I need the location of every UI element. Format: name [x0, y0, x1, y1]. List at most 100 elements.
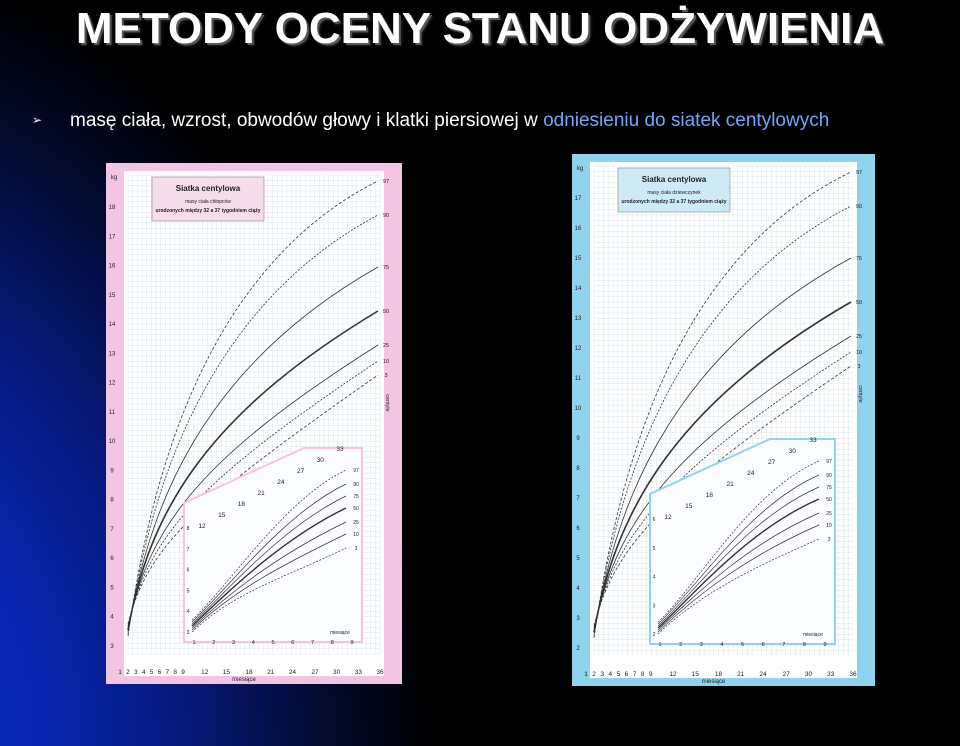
slide-title: METODY OCENY STANU ODŻYWIENIA — [75, 4, 885, 53]
y-tick-label: 4 — [576, 586, 580, 592]
centile-label: 50 — [856, 300, 862, 306]
y-tick-label: 13 — [109, 351, 116, 357]
x-tick-label: 18 — [715, 671, 723, 678]
x-tick-label: 9 — [649, 671, 653, 678]
inset-centile-curve — [191, 521, 347, 629]
x-tick-label: 30 — [805, 671, 813, 678]
inset-centile-label: 3 — [828, 537, 831, 543]
inset-frame — [649, 438, 836, 645]
inset-top-tick: 24 — [747, 470, 755, 477]
x-tick-label: 24 — [759, 671, 767, 678]
inset-y-tick: 4 — [653, 575, 656, 581]
inset-top-tick: 33 — [336, 446, 344, 453]
y-tick-label: 6 — [110, 556, 114, 562]
inset-top-tick: 15 — [218, 512, 226, 519]
inset-x-tick: 4 — [720, 642, 723, 648]
inset-centile-curve — [191, 483, 347, 623]
y-tick-label: 2 — [576, 646, 580, 652]
x-tick-label: 1 — [584, 671, 588, 678]
x-tick-label: 21 — [737, 671, 745, 678]
centile-label: 3 — [384, 373, 387, 379]
inset-centile-curve — [657, 460, 820, 623]
centile-label: 10 — [856, 350, 862, 356]
boys-centile-chart: 3 4 5 6 7 8 9 10 11 12 13 14 15 16 17 18 kg 1 2 3 4 5 6 7 8 9 12 15… — [106, 163, 402, 684]
inset-x-tick: 3 — [700, 642, 703, 648]
inset-y-tick: 5 — [653, 546, 656, 552]
inset-x-tick: 7 — [782, 642, 785, 648]
x-tick-label: 2 — [592, 671, 596, 678]
inset-centile-label: 90 — [826, 473, 832, 479]
y-tick-label: 6 — [576, 526, 580, 532]
centile-label: 90 — [856, 204, 862, 210]
x-tick-label: 6 — [158, 669, 162, 676]
x-tick-label: 8 — [641, 671, 645, 678]
inset-centile-curve — [657, 498, 820, 629]
x-tick-label: 24 — [289, 669, 297, 676]
inset-centile-curve — [191, 507, 347, 627]
x-tick-label: 4 — [142, 669, 146, 676]
inset-top-tick: 30 — [317, 457, 325, 464]
inset-centile-label: 10 — [826, 523, 832, 529]
inset-frame — [183, 447, 363, 643]
x-axis-label: miesiące — [702, 679, 726, 685]
x-tick-label: 2 — [126, 669, 130, 676]
centile-label: 50 — [383, 309, 389, 315]
x-tick-label: 12 — [201, 669, 209, 676]
arrow-bullet-icon: ➢ — [32, 113, 43, 127]
y-tick-label: 8 — [110, 498, 114, 504]
centile-curve — [127, 214, 379, 635]
inset-x-label: miesiące — [803, 632, 823, 638]
inset-x-tick: 5 — [741, 642, 744, 648]
y-tick-label: 9 — [110, 468, 114, 474]
inset-centile-curve — [191, 533, 347, 631]
inset-centile-label: 75 — [826, 485, 832, 491]
centile-label: 3 — [857, 364, 860, 370]
centile-curve — [593, 171, 852, 639]
centile-curve — [127, 360, 379, 627]
centile-curves — [127, 180, 379, 637]
x-tick-label: 3 — [134, 669, 138, 676]
inset-x-tick: 2 — [679, 642, 682, 648]
x-tick-label: 15 — [223, 669, 231, 676]
y-tick-label: 10 — [109, 439, 116, 445]
y-tick-label: 8 — [576, 466, 580, 472]
y-tick-label: 7 — [576, 496, 580, 502]
centile-label: 97 — [856, 170, 862, 176]
x-tick-label: 8 — [173, 669, 177, 676]
inset-y-tick: 6 — [653, 517, 656, 523]
inset-centile-label: 25 — [353, 520, 359, 526]
y-tick-label: 11 — [109, 410, 116, 416]
inset-centile-label: 50 — [826, 497, 832, 503]
header-line1: masy ciała chłopców — [185, 199, 231, 205]
inset-centile-label: 50 — [353, 506, 359, 512]
x-tick-label: 5 — [150, 669, 154, 676]
y-tick-label: 14 — [109, 322, 116, 328]
centile-label: 10 — [383, 359, 389, 365]
inset-x-tick: 1 — [658, 642, 661, 648]
inset-top-tick: 12 — [198, 523, 206, 530]
inset-centile-curve — [191, 469, 347, 621]
x-tick-label: 7 — [633, 671, 637, 678]
centile-curve — [127, 344, 379, 629]
centile-label: 25 — [383, 343, 389, 349]
y-tick-label: 5 — [110, 585, 114, 591]
y-tick-label: 5 — [576, 556, 580, 562]
y-tick-label: 9 — [576, 436, 580, 442]
x-tick-label: 33 — [355, 669, 363, 676]
x-tick-label: 18 — [245, 669, 253, 676]
header-line1: masy ciała dziewczynek — [647, 190, 701, 196]
centile-curve — [593, 335, 852, 631]
y-tick-label: 12 — [575, 346, 582, 352]
x-tick-label: 15 — [692, 671, 700, 678]
x-tick-label: 27 — [783, 671, 791, 678]
y-tick-label: 17 — [109, 234, 116, 240]
inset-centile-label: 10 — [353, 532, 359, 538]
centile-label: 97 — [383, 179, 389, 185]
inset-centile-label: 75 — [353, 494, 359, 500]
y-tick-label: 17 — [575, 196, 582, 202]
y-tick-label: 4 — [110, 615, 114, 621]
y-tick-label: 15 — [109, 293, 116, 299]
inset-top-tick: 15 — [685, 503, 693, 510]
inset-top-tick: 27 — [768, 459, 776, 466]
